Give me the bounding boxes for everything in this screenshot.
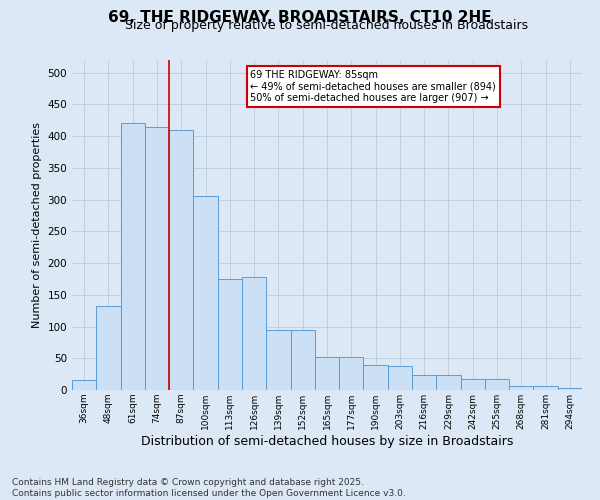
Bar bbox=[290, 330, 315, 390]
Bar bbox=[145, 126, 169, 390]
Bar bbox=[364, 364, 388, 390]
Bar bbox=[412, 375, 436, 390]
Bar bbox=[388, 366, 412, 390]
Bar bbox=[242, 277, 266, 390]
Bar bbox=[72, 380, 96, 390]
Text: Contains HM Land Registry data © Crown copyright and database right 2025.
Contai: Contains HM Land Registry data © Crown c… bbox=[12, 478, 406, 498]
Bar bbox=[96, 306, 121, 390]
Bar bbox=[193, 196, 218, 390]
Bar bbox=[533, 386, 558, 390]
Bar bbox=[218, 279, 242, 390]
Bar bbox=[121, 124, 145, 390]
Text: 69 THE RIDGEWAY: 85sqm
← 49% of semi-detached houses are smaller (894)
50% of se: 69 THE RIDGEWAY: 85sqm ← 49% of semi-det… bbox=[251, 70, 496, 103]
Bar bbox=[509, 386, 533, 390]
Bar bbox=[315, 357, 339, 390]
Bar bbox=[169, 130, 193, 390]
Bar bbox=[461, 378, 485, 390]
Text: 69, THE RIDGEWAY, BROADSTAIRS, CT10 2HE: 69, THE RIDGEWAY, BROADSTAIRS, CT10 2HE bbox=[108, 10, 492, 25]
Y-axis label: Number of semi-detached properties: Number of semi-detached properties bbox=[32, 122, 42, 328]
Bar bbox=[558, 388, 582, 390]
Title: Size of property relative to semi-detached houses in Broadstairs: Size of property relative to semi-detach… bbox=[125, 20, 529, 32]
Bar bbox=[485, 378, 509, 390]
Bar bbox=[436, 375, 461, 390]
Bar bbox=[339, 357, 364, 390]
Bar bbox=[266, 330, 290, 390]
X-axis label: Distribution of semi-detached houses by size in Broadstairs: Distribution of semi-detached houses by … bbox=[141, 434, 513, 448]
